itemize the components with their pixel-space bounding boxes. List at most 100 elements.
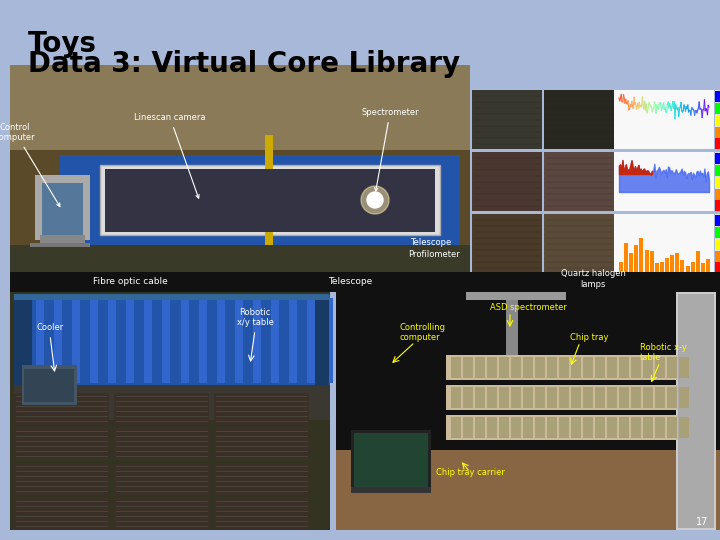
Bar — [451, 417, 461, 438]
Bar — [72, 298, 80, 383]
Bar — [14, 393, 109, 425]
Bar — [35, 175, 90, 240]
Bar — [10, 65, 470, 150]
Bar — [654, 262, 659, 272]
Bar — [463, 417, 473, 438]
Bar — [315, 295, 329, 385]
Bar — [583, 417, 593, 438]
Bar — [463, 357, 473, 378]
Bar — [619, 387, 629, 408]
Bar — [696, 251, 700, 272]
Bar — [715, 262, 720, 273]
Bar — [571, 417, 581, 438]
Bar — [181, 298, 189, 383]
Bar — [715, 127, 720, 138]
Bar — [607, 417, 617, 438]
Bar — [667, 357, 677, 378]
Bar — [475, 417, 485, 438]
Bar — [487, 387, 497, 408]
Bar — [667, 357, 677, 378]
Bar — [679, 387, 689, 408]
Bar — [643, 417, 653, 438]
Bar — [715, 239, 720, 250]
Bar — [105, 169, 435, 232]
Bar — [523, 417, 533, 438]
Bar — [487, 417, 497, 438]
Bar — [583, 387, 593, 408]
Bar — [535, 357, 545, 378]
Bar — [14, 385, 330, 420]
Bar — [511, 387, 521, 408]
Bar — [511, 357, 521, 378]
Text: Telescope: Telescope — [328, 278, 372, 287]
Bar — [214, 498, 309, 530]
Bar — [655, 417, 665, 438]
Bar — [325, 298, 333, 383]
Bar — [670, 255, 674, 272]
Bar — [114, 498, 209, 530]
Bar — [10, 272, 720, 292]
Bar — [679, 357, 689, 378]
Bar — [126, 298, 135, 383]
Bar — [217, 298, 225, 383]
Bar — [36, 298, 44, 383]
Bar — [451, 357, 461, 378]
Bar — [42, 183, 83, 235]
Text: Robotic
x/y table: Robotic x/y table — [237, 308, 274, 327]
Text: Chip tray: Chip tray — [570, 333, 608, 342]
Text: Controlling
computer: Controlling computer — [400, 322, 446, 342]
Bar — [679, 417, 689, 438]
Bar — [475, 417, 485, 438]
Bar — [631, 417, 641, 438]
Bar — [715, 153, 720, 164]
Bar — [451, 417, 461, 438]
Bar — [571, 357, 581, 378]
Bar — [643, 357, 653, 378]
Bar — [559, 417, 569, 438]
Bar — [466, 292, 566, 300]
Text: Robotic x-y
table: Robotic x-y table — [640, 342, 687, 362]
Bar — [487, 357, 497, 378]
Bar — [14, 294, 329, 300]
Bar — [679, 357, 689, 378]
Bar — [114, 393, 209, 425]
Bar — [499, 357, 509, 378]
Bar — [22, 365, 77, 405]
Bar — [685, 266, 690, 272]
Bar — [499, 417, 509, 438]
Bar — [559, 417, 569, 438]
Bar — [163, 298, 171, 383]
Bar — [535, 387, 545, 408]
Bar — [583, 357, 593, 378]
Bar — [667, 387, 677, 408]
Bar — [655, 357, 665, 378]
Bar — [214, 463, 309, 495]
Bar — [535, 417, 545, 438]
Text: Data 3: Virtual Core Library: Data 3: Virtual Core Library — [28, 50, 460, 78]
Bar — [631, 417, 641, 438]
Bar — [614, 214, 714, 273]
Bar — [607, 387, 617, 408]
Bar — [463, 387, 473, 408]
Bar — [715, 227, 720, 238]
Bar — [199, 298, 207, 383]
Bar — [214, 428, 309, 460]
Circle shape — [367, 192, 383, 208]
Bar — [511, 417, 521, 438]
Bar — [446, 355, 696, 380]
Bar — [451, 387, 461, 408]
Bar — [559, 387, 569, 408]
Bar — [631, 357, 641, 378]
Bar — [655, 387, 665, 408]
Bar — [595, 387, 605, 408]
Bar — [715, 91, 720, 102]
Bar — [607, 417, 617, 438]
Bar — [631, 387, 641, 408]
Bar — [108, 298, 117, 383]
Bar — [643, 387, 653, 408]
Bar — [10, 245, 470, 275]
Bar — [559, 357, 569, 378]
Bar — [679, 417, 689, 438]
Bar — [547, 387, 557, 408]
Bar — [463, 387, 473, 408]
